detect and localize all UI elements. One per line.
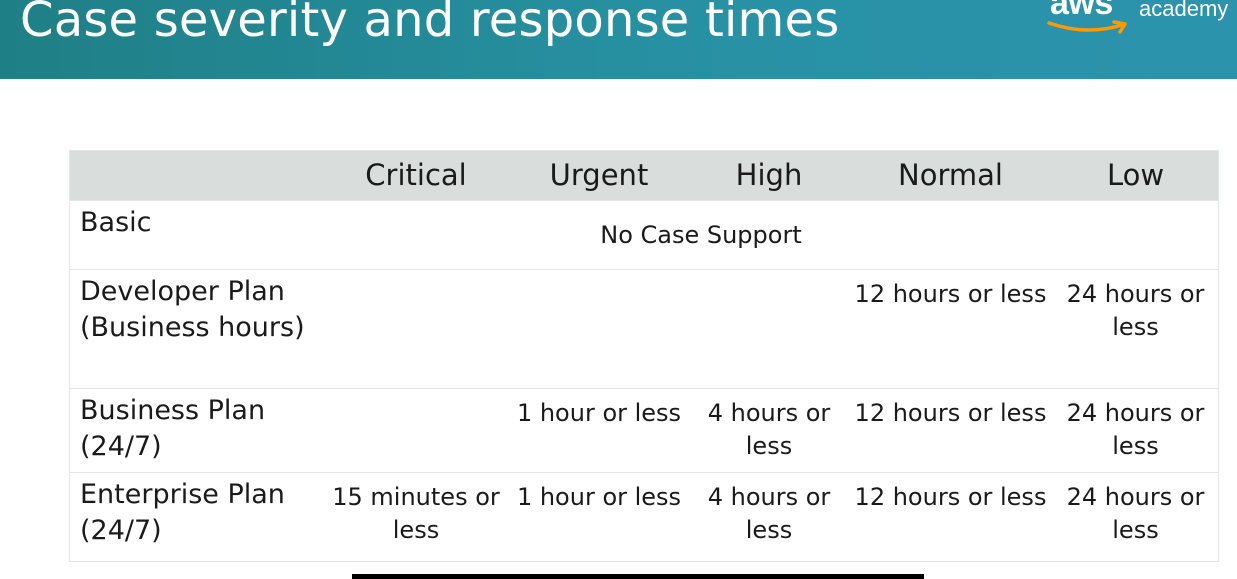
- no-support-cell: No Case Support: [323, 200, 1219, 270]
- response-time-critical: [323, 269, 509, 389]
- response-time-normal: 12 hours or less: [849, 472, 1052, 559]
- column-header-normal: Normal: [849, 150, 1052, 201]
- severity-response-table: Critical Urgent High Normal Low Basic No…: [69, 150, 1219, 562]
- response-time-high: [689, 269, 849, 389]
- plan-name-cell: Developer Plan (Business hours): [69, 269, 323, 389]
- response-time-low: 24 hours or less: [1052, 388, 1219, 473]
- response-time-low: 24 hours or less: [1052, 472, 1219, 559]
- logo-product-name: academy: [1139, 0, 1229, 21]
- response-time-normal: 12 hours or less: [849, 269, 1052, 389]
- table-header-row: Critical Urgent High Normal Low: [69, 150, 1219, 201]
- plan-name-cell: Business Plan (24/7): [69, 388, 323, 473]
- plan-hours: (Business hours): [80, 312, 305, 343]
- table-row: Enterprise Plan (24/7) 15 minutes or les…: [69, 472, 1219, 559]
- table-row: Developer Plan (Business hours) 12 hours…: [69, 269, 1219, 389]
- column-header-high: High: [689, 150, 849, 201]
- response-time-urgent: 1 hour or less: [509, 388, 689, 473]
- response-time-critical: 15 minutes or less: [323, 472, 509, 559]
- response-time-normal: 12 hours or less: [849, 388, 1052, 473]
- response-time-high: 4 hours or less: [689, 472, 849, 559]
- plan-name: Enterprise Plan: [80, 479, 285, 510]
- plan-name: Basic: [80, 207, 152, 238]
- page-title: Case severity and response times: [20, 0, 840, 48]
- response-time-critical: [323, 388, 509, 473]
- plan-name-cell: Enterprise Plan (24/7): [69, 472, 323, 559]
- column-header-critical: Critical: [323, 150, 509, 201]
- response-time-high: 4 hours or less: [689, 388, 849, 473]
- aws-academy-logo: aws academy: [1046, 0, 1237, 48]
- logo-wordmark: aws: [1050, 0, 1113, 22]
- plan-hours: (24/7): [80, 431, 162, 462]
- response-time-urgent: 1 hour or less: [509, 472, 689, 559]
- table-row: Basic No Case Support: [69, 200, 1219, 270]
- title-banner: Case severity and response times aws aca…: [0, 0, 1237, 79]
- table-row: Business Plan (24/7) 1 hour or less 4 ho…: [69, 388, 1219, 473]
- aws-smile-icon: [1047, 20, 1127, 34]
- plan-name-cell: Basic: [69, 200, 323, 270]
- response-time-low: 24 hours or less: [1052, 269, 1219, 389]
- video-progress-bar: [352, 574, 924, 579]
- plan-name: Developer Plan: [80, 276, 285, 307]
- plan-hours: (24/7): [80, 515, 162, 546]
- column-header-low: Low: [1052, 150, 1219, 201]
- column-header-urgent: Urgent: [509, 150, 689, 201]
- column-header-plan: [69, 150, 323, 201]
- plan-name: Business Plan: [80, 395, 266, 426]
- response-time-urgent: [509, 269, 689, 389]
